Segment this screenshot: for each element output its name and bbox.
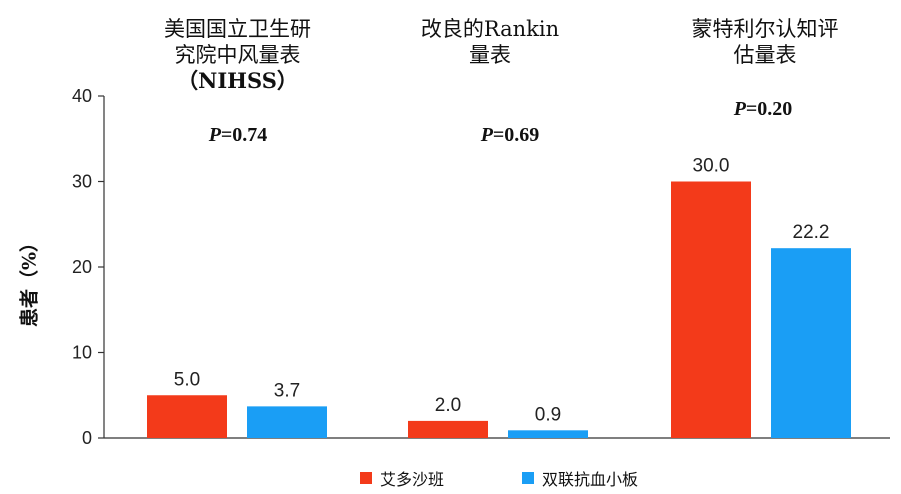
category-title-nihss: 美国国立卫生研 究院中风量表 （NIHSS）: [120, 16, 355, 94]
bar-edoxaban: [671, 181, 751, 438]
legend-swatch-edoxaban: [360, 472, 372, 484]
p-value-number: =0.20: [745, 98, 793, 120]
category-title-line: 量表: [469, 43, 511, 67]
data-label: 5.0: [174, 369, 200, 390]
category-title-line: 究院中风量表: [174, 43, 301, 67]
category-title-line: 蒙特利尔认知评: [691, 17, 839, 41]
category-title-line: 估量表: [733, 43, 797, 67]
legend-label-dapt: 双联抗血小板: [542, 470, 639, 489]
data-label: 22.2: [793, 222, 830, 243]
bar-edoxaban: [147, 395, 227, 438]
bar-dapt: [771, 248, 851, 438]
y-tick-label: 10: [72, 343, 92, 363]
p-value-prefix: P: [480, 124, 493, 146]
bar-edoxaban: [408, 420, 488, 438]
category-title-rankin: 改良的Rankin 量表: [400, 16, 580, 68]
legend-label-edoxaban: 艾多沙班: [380, 470, 445, 489]
y-axis-label: 患者（%）: [8, 220, 48, 340]
p-value-nihss: P=0.74: [158, 124, 318, 147]
category-title-line: 改良的Rankin: [420, 17, 560, 41]
p-value-prefix: P: [208, 124, 221, 146]
p-value-number: =0.69: [492, 124, 540, 146]
bar-dapt: [247, 406, 327, 438]
data-label: 2.0: [435, 395, 461, 416]
y-tick-label: 30: [72, 172, 92, 192]
category-title-line: （NIHSS）: [177, 68, 298, 93]
p-value-moca: P=0.20: [683, 98, 843, 121]
data-label: 3.7: [274, 380, 300, 401]
category-title-moca: 蒙特利尔认知评 估量表: [655, 16, 875, 68]
legend-swatch-dapt: [522, 472, 534, 484]
p-value-number: =0.74: [220, 124, 268, 146]
bar-dapt: [508, 430, 588, 438]
y-tick-label: 20: [72, 257, 92, 277]
data-label: 30.0: [693, 156, 730, 177]
y-tick-label: 40: [72, 86, 92, 106]
legend-item-dapt: 双联抗血小板: [522, 466, 638, 490]
data-label: 0.9: [535, 404, 561, 425]
y-tick-label: 0: [82, 428, 92, 448]
y-axis-label-text: 患者（%）: [18, 232, 41, 328]
legend-item-edoxaban: 艾多沙班: [360, 466, 444, 490]
category-title-line: 美国国立卫生研: [164, 17, 311, 41]
p-value-rankin: P=0.69: [430, 124, 590, 147]
p-value-prefix: P: [733, 98, 746, 120]
